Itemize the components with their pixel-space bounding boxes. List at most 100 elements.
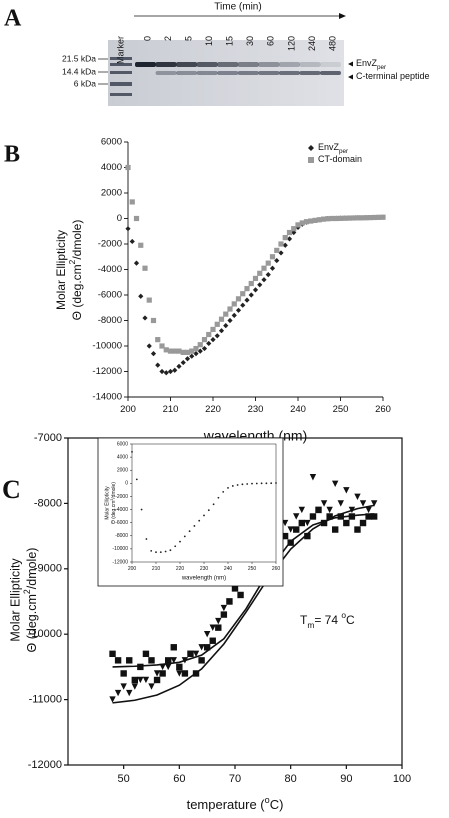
gel-band [176, 71, 198, 75]
point [274, 257, 280, 264]
y-tick-label: -8000 [34, 497, 62, 509]
annotation-part: o [341, 610, 346, 620]
y-tick-label: -4000 [98, 264, 122, 275]
y-axis-label-part: /dmole) [70, 220, 84, 260]
x-tick-label: 250 [248, 566, 257, 572]
panel-label: A [4, 6, 22, 32]
point [333, 215, 339, 222]
point [354, 526, 361, 533]
y-axis-label-part: Θ (deg.cm [111, 501, 117, 524]
point [248, 280, 254, 287]
point [265, 272, 271, 278]
band-label-part: EnvZ [356, 58, 378, 68]
point [350, 215, 356, 221]
point [241, 483, 244, 486]
point [214, 333, 220, 339]
point [206, 340, 212, 347]
y-tick-label: 2000 [101, 188, 122, 199]
point [326, 506, 333, 514]
point [198, 657, 205, 664]
point [165, 663, 172, 671]
x-tick-label: 70 [229, 773, 241, 785]
band-arrow [348, 74, 353, 80]
point [223, 311, 229, 317]
point [240, 302, 246, 308]
point [153, 670, 161, 677]
point [337, 500, 344, 507]
x-tick-label: 200 [120, 404, 136, 415]
point [320, 500, 328, 507]
x-axis-label-part: o [265, 795, 270, 805]
size-marker: 6 kDa [74, 78, 96, 88]
point [184, 349, 191, 355]
point [203, 631, 211, 638]
y-tick-label: 4000 [117, 454, 128, 460]
point [295, 222, 301, 228]
band-label: EnvZper [356, 58, 386, 71]
point [329, 215, 335, 222]
point [180, 349, 186, 355]
gel-band [237, 62, 259, 67]
point [159, 551, 162, 554]
legend-marker [308, 157, 314, 163]
y-axis-label-part: Θ (deg.cm [25, 594, 39, 652]
point [212, 503, 215, 506]
lane-label: 30 [245, 36, 255, 46]
y-tick-label: -12000 [28, 759, 62, 771]
x-tick-label: 100 [393, 773, 411, 785]
point [370, 513, 378, 520]
point [309, 474, 317, 481]
point [146, 343, 152, 349]
point [189, 353, 195, 359]
lane-header: Marker [115, 36, 125, 64]
point [180, 359, 186, 366]
y-axis-label-part: /dmole) [111, 482, 117, 499]
x-tick-label: 240 [224, 566, 233, 572]
point [257, 270, 263, 276]
point [252, 275, 259, 282]
point [176, 348, 182, 354]
point [315, 506, 322, 514]
legend-label-part: per [339, 148, 348, 155]
x-tick-label: 230 [200, 566, 209, 572]
y-axis-label-part: 2 [22, 589, 32, 594]
point [129, 238, 135, 245]
point [326, 513, 333, 520]
x-tick-label: 240 [290, 404, 306, 415]
gel-band [258, 62, 280, 67]
lane-label: 480 [327, 36, 337, 51]
point [380, 214, 386, 220]
marker-band [110, 63, 132, 66]
point [179, 540, 181, 543]
point [137, 663, 144, 671]
y-tick-label: -12000 [112, 559, 128, 565]
point [203, 644, 211, 651]
point [298, 519, 305, 527]
marker-band [110, 57, 132, 60]
gel-band [299, 62, 321, 67]
point [235, 307, 242, 313]
point [359, 215, 365, 221]
point [198, 519, 201, 522]
point [231, 485, 234, 487]
point [167, 348, 174, 354]
point [227, 317, 233, 324]
x-axis-label-part: C) [270, 797, 284, 812]
lane-label: 60 [266, 36, 276, 46]
point [304, 519, 311, 527]
x-tick-label: 260 [375, 404, 391, 415]
x-axis-label-part: temperature ( [187, 797, 266, 812]
y-tick-label: -10000 [28, 628, 62, 640]
x-tick-label: 250 [333, 404, 349, 415]
point [278, 250, 284, 256]
point [109, 696, 116, 703]
point [176, 363, 182, 369]
point [236, 484, 239, 486]
point [235, 296, 242, 302]
fit-line [112, 504, 375, 704]
point [210, 337, 216, 343]
point [365, 506, 372, 514]
point [343, 519, 350, 527]
